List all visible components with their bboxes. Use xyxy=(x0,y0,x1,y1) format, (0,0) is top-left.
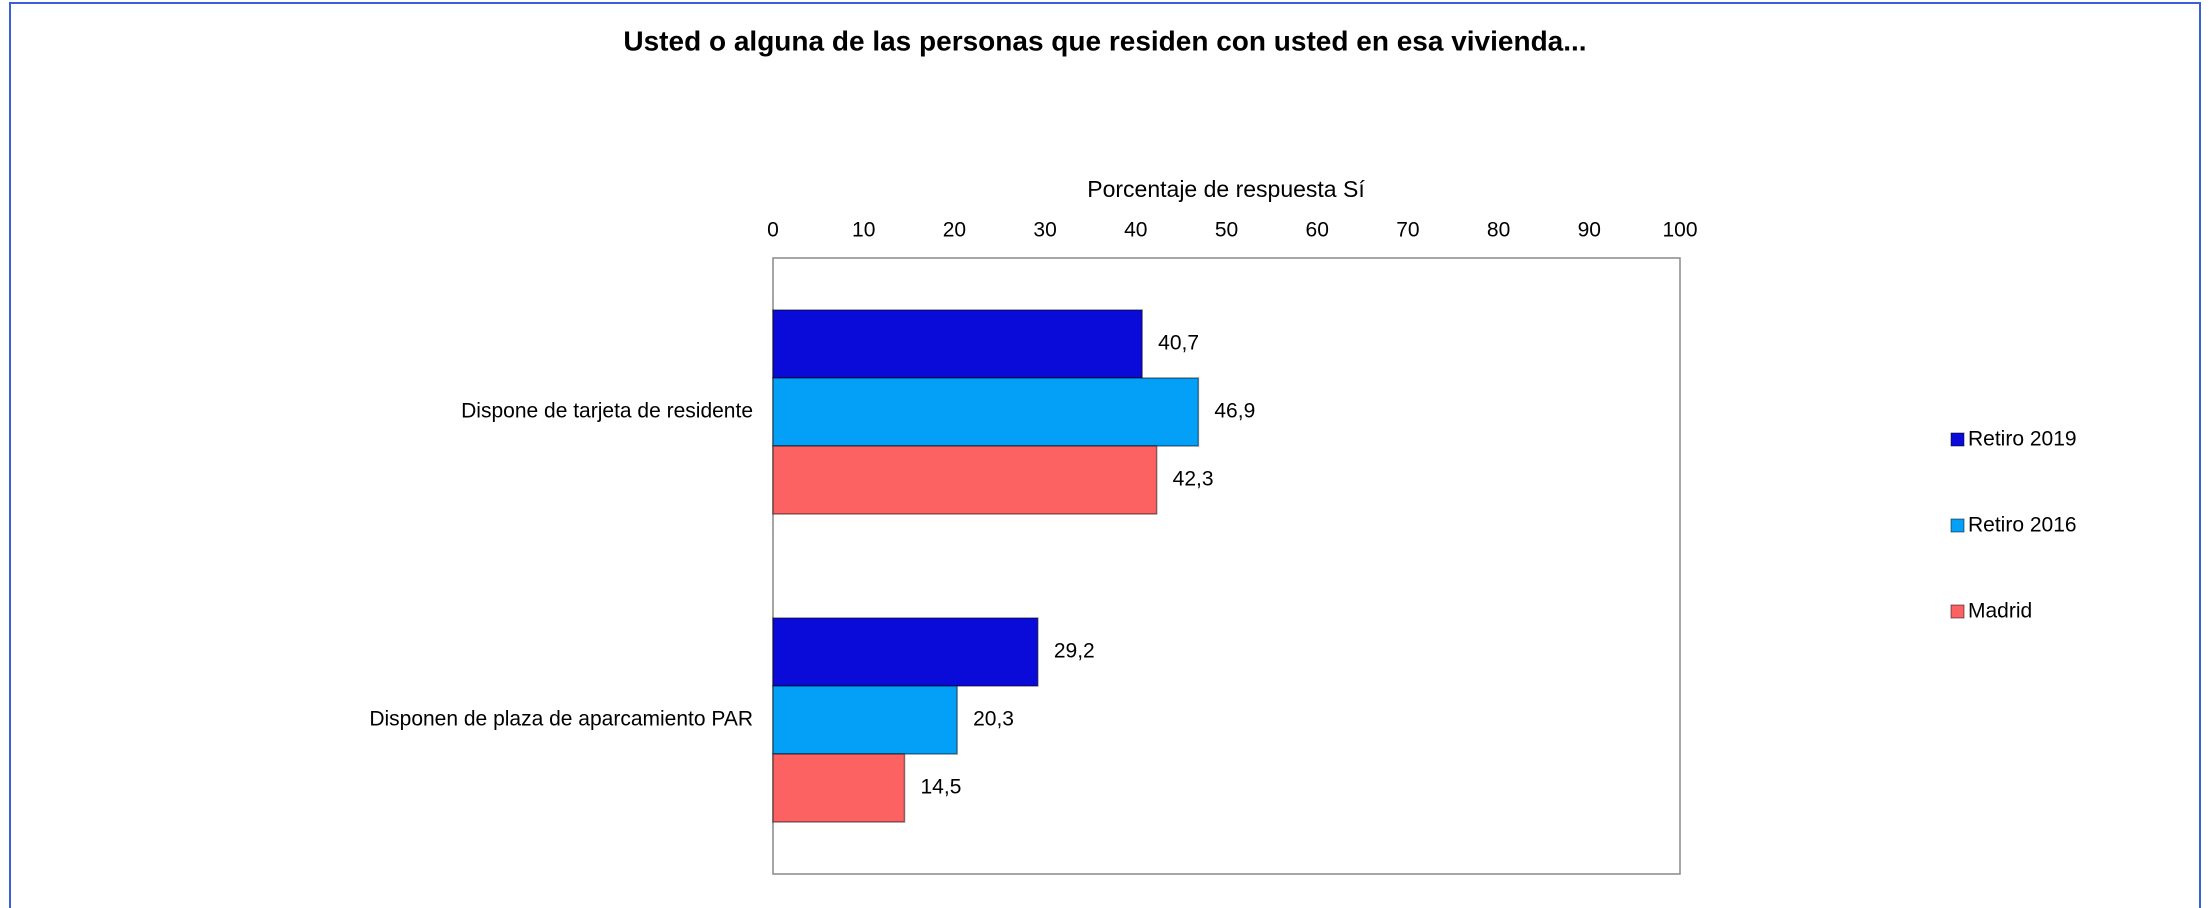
plot-area xyxy=(772,257,1681,875)
x-tick-label: 0 xyxy=(767,219,779,242)
x-tick-label: 20 xyxy=(943,219,966,242)
x-tick-label: 40 xyxy=(1124,219,1147,242)
chart-frame xyxy=(9,2,2201,908)
x-tick-label: 80 xyxy=(1487,219,1510,242)
legend-label: Retiro 2019 xyxy=(1968,428,2077,451)
x-tick-label: 70 xyxy=(1396,219,1419,242)
x-tick-label: 100 xyxy=(1662,219,1697,242)
x-tick-label: 10 xyxy=(852,219,875,242)
chart-title: Usted o alguna de las personas que resid… xyxy=(623,25,1586,56)
x-tick-label: 90 xyxy=(1578,219,1601,242)
bar xyxy=(772,445,1158,515)
bar xyxy=(772,309,1143,379)
legend-label: Madrid xyxy=(1968,600,2032,623)
bar xyxy=(772,753,906,823)
data-label: 20,3 xyxy=(973,708,1014,731)
x-tick-label: 30 xyxy=(1033,219,1056,242)
data-label: 46,9 xyxy=(1214,400,1255,423)
y-tick-label: Disponen de plaza de aparcamiento PAR xyxy=(369,708,753,731)
data-label: 29,2 xyxy=(1054,640,1095,663)
legend-swatch xyxy=(1950,518,1965,533)
x-tick-label: 50 xyxy=(1215,219,1238,242)
axis-title: Porcentaje de respuesta Sí xyxy=(1087,176,1365,202)
y-tick-label: Dispone de tarjeta de residente xyxy=(461,400,753,423)
data-label: 42,3 xyxy=(1173,468,1214,491)
bar xyxy=(772,685,958,755)
legend-swatch xyxy=(1950,604,1965,619)
x-tick-label: 60 xyxy=(1306,219,1329,242)
data-label: 40,7 xyxy=(1158,332,1199,355)
bar xyxy=(772,617,1039,687)
data-label: 14,5 xyxy=(921,776,962,799)
legend-swatch xyxy=(1950,432,1965,447)
bar xyxy=(772,377,1200,447)
legend-label: Retiro 2016 xyxy=(1968,514,2077,537)
